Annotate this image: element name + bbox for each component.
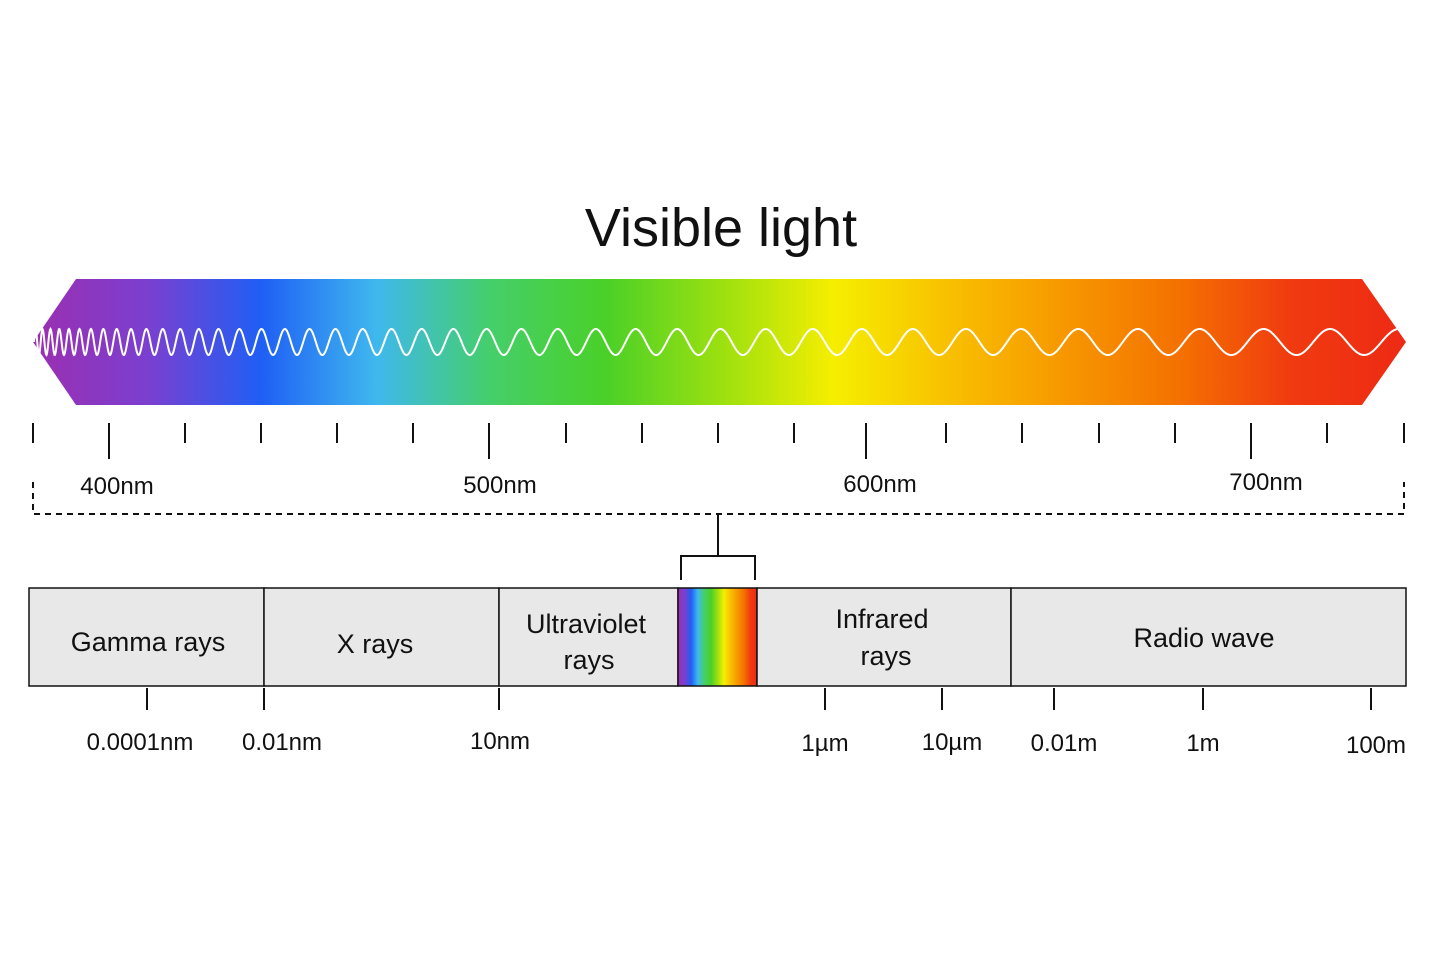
scale-label-10nm: 10nm <box>470 728 530 755</box>
diagram-title: Visible light <box>585 198 857 258</box>
scale-label-0.0001nm: 0.0001nm <box>87 729 194 756</box>
label-700nm: 700nm <box>1229 469 1302 496</box>
label-500nm: 500nm <box>463 472 536 499</box>
band-ultraviolet-box <box>498 587 679 687</box>
scale-label-0.01m: 0.01m <box>1031 730 1098 757</box>
visible-connector <box>680 514 756 580</box>
visible-range-bracket <box>32 482 1405 515</box>
band-infrared-label-line1: Infrared <box>835 604 928 634</box>
band-x-rays-box <box>263 587 500 687</box>
wavelength-scale-ticks <box>146 688 1372 710</box>
band-infrared-label-line2: rays <box>860 641 911 671</box>
visible-spectrum-banner <box>33 279 1406 405</box>
scale-label-10um: 10µm <box>922 729 983 756</box>
band-ultraviolet-label-line1: Ultraviolet <box>526 609 647 639</box>
band-gamma-label: Gamma rays <box>71 627 226 657</box>
band-x-rays-label: X rays <box>337 629 414 659</box>
visible-scale-ticks <box>32 423 1405 459</box>
band-gamma-box <box>28 587 265 687</box>
label-600nm: 600nm <box>843 471 916 498</box>
band-infrared-box <box>756 587 1012 687</box>
band-ultraviolet-label-line2: rays <box>563 645 614 675</box>
scale-label-1m: 1m <box>1186 730 1219 757</box>
band-visible-mini-spectrum <box>677 587 758 687</box>
scale-label-100m: 100m <box>1346 732 1406 759</box>
scale-label-1um: 1µm <box>801 730 848 757</box>
band-radio-box <box>1010 587 1407 687</box>
label-400nm: 400nm <box>80 473 153 500</box>
band-radio-label: Radio wave <box>1133 623 1274 653</box>
scale-label-0.01nm: 0.01nm <box>242 729 322 756</box>
light-wave <box>33 326 1399 358</box>
